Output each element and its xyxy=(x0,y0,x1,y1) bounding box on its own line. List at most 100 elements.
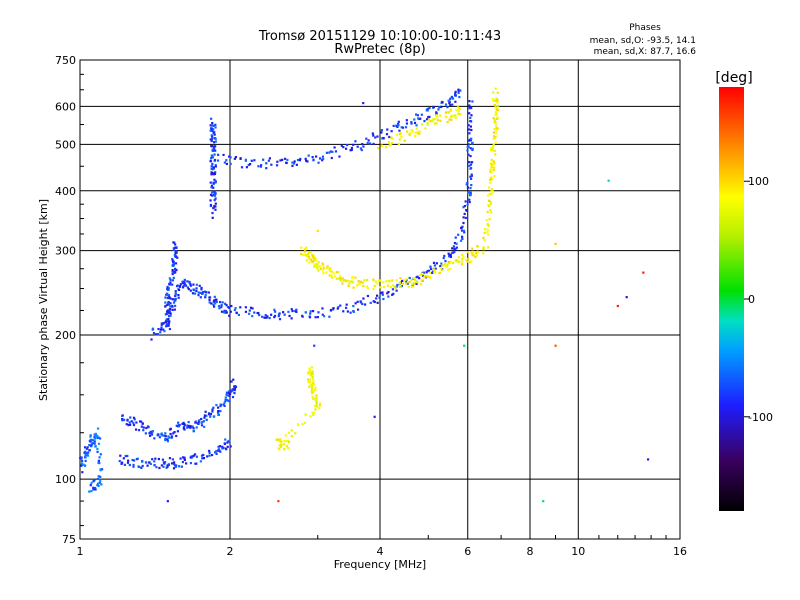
trace-point xyxy=(166,303,169,307)
trace-point xyxy=(171,304,174,308)
trace-point xyxy=(315,394,318,397)
trace-point xyxy=(295,310,298,314)
trace-point xyxy=(443,254,446,258)
trace-point xyxy=(347,284,350,287)
trace-point xyxy=(312,382,316,386)
trace-point xyxy=(345,303,348,306)
trace-point xyxy=(346,279,349,282)
trace-point xyxy=(395,289,398,292)
trace-point xyxy=(121,414,124,417)
trace-point xyxy=(214,171,217,174)
trace-point xyxy=(375,297,378,300)
trace-point xyxy=(183,422,186,426)
trace-point xyxy=(208,454,211,457)
trace-point xyxy=(146,464,149,467)
trace-point xyxy=(354,276,357,279)
trace-point xyxy=(80,464,83,467)
trace-point xyxy=(486,210,489,214)
trace-point xyxy=(142,429,145,432)
trace-point xyxy=(96,477,99,481)
trace-point xyxy=(471,147,474,150)
trace-point xyxy=(197,420,200,423)
trace-point xyxy=(365,285,368,288)
trace-point xyxy=(121,417,124,421)
trace-point xyxy=(462,256,465,259)
trace-point xyxy=(88,490,91,493)
trace-point xyxy=(209,415,212,418)
y-tick-label: 750 xyxy=(55,54,76,67)
trace-point xyxy=(211,216,214,219)
trace-point xyxy=(227,392,231,395)
trace-point xyxy=(463,204,466,208)
isolated-point xyxy=(542,500,545,503)
trace-point xyxy=(192,283,195,286)
trace-point xyxy=(224,399,227,402)
trace-point xyxy=(183,456,186,459)
trace-point xyxy=(163,462,166,465)
trace-point xyxy=(83,446,87,449)
trace-point xyxy=(349,311,352,314)
trace-point xyxy=(212,300,215,303)
trace-point xyxy=(239,157,242,160)
trace-point xyxy=(404,126,408,129)
trace-point xyxy=(84,459,87,463)
trace-point xyxy=(268,157,272,160)
trace-point xyxy=(167,294,171,297)
trace-point xyxy=(328,268,331,271)
data-points xyxy=(79,87,650,503)
trace-point xyxy=(93,486,97,490)
trace-point xyxy=(212,305,216,308)
trace-point xyxy=(314,408,317,411)
trace-point xyxy=(457,91,460,94)
trace-point xyxy=(351,280,354,284)
trace-point xyxy=(328,274,331,277)
trace-point xyxy=(494,113,498,117)
trace-point xyxy=(468,128,471,131)
trace-point xyxy=(172,301,176,304)
trace-point xyxy=(305,259,308,262)
trace-point xyxy=(304,248,307,251)
trace-point xyxy=(273,308,276,311)
trace-point xyxy=(86,446,89,449)
trace-point xyxy=(380,129,383,132)
trace-point xyxy=(453,247,456,250)
trace-point xyxy=(251,314,254,318)
trace-point xyxy=(490,211,493,214)
trace-point xyxy=(287,310,290,313)
trace-point xyxy=(177,296,180,299)
trace-point xyxy=(308,385,311,388)
trace-point xyxy=(264,314,267,317)
trace-point xyxy=(496,101,499,104)
trace-point xyxy=(426,123,429,126)
trace-point xyxy=(175,268,178,272)
trace-point xyxy=(483,231,486,235)
trace-point xyxy=(224,447,228,450)
trace-point xyxy=(209,203,213,207)
trace-point xyxy=(461,260,464,263)
trace-point xyxy=(212,124,215,127)
trace-point xyxy=(220,306,223,309)
trace-point xyxy=(172,298,175,301)
trace-point xyxy=(189,289,192,292)
trace-point xyxy=(317,311,320,314)
trace-point xyxy=(150,433,154,436)
trace-point xyxy=(428,271,431,274)
phase-stats-title: Phases xyxy=(629,23,661,33)
trace-point xyxy=(131,458,134,462)
trace-point xyxy=(160,322,163,325)
trace-point xyxy=(307,257,311,260)
trace-point xyxy=(413,134,417,138)
trace-point xyxy=(169,278,172,281)
trace-point xyxy=(285,161,288,164)
chart-title: Tromsø 20151129 10:10:00-10:11:43 xyxy=(258,29,501,44)
trace-point xyxy=(208,301,211,304)
trace-point xyxy=(452,261,455,265)
trace-point xyxy=(91,442,95,445)
trace-point xyxy=(494,153,497,156)
trace-point xyxy=(192,430,195,433)
trace-point xyxy=(223,442,226,445)
trace-point xyxy=(469,154,472,158)
trace-point xyxy=(426,109,429,112)
trace-point xyxy=(201,292,204,295)
trace-point xyxy=(124,454,127,458)
